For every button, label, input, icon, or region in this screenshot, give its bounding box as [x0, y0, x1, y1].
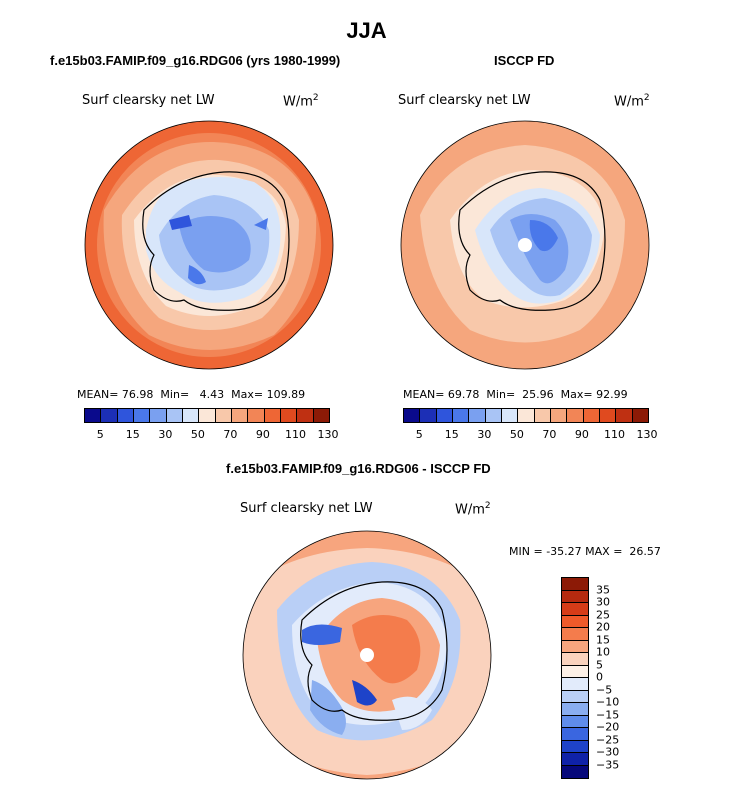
colorbar-tick-label: 110: [284, 428, 306, 441]
colorbar-tick-label: 5: [415, 428, 423, 441]
colorbar-swatch: [562, 690, 588, 703]
colorbar-swatch: [150, 409, 167, 422]
colorbar-swatch: [452, 409, 470, 422]
panel-2-units: W/m2: [614, 93, 650, 110]
colorbar-tick-label: 20: [596, 620, 610, 634]
colorbar-swatch: [485, 409, 502, 422]
colorbar-tick-label: −5: [596, 683, 613, 696]
colorbar-swatch: [313, 409, 329, 422]
colorbar-tick-label: −10: [596, 695, 620, 709]
colorbar-swatch: [562, 578, 588, 591]
panel-1-title: f.e15b03.FAMIP.f09_g16.RDG06 (yrs 1980-1…: [50, 53, 341, 68]
colorbar-swatch: [101, 409, 118, 422]
colorbar-tick-label: 15: [596, 633, 610, 646]
panel-2-variable: Surf clearsky net LW: [398, 93, 531, 108]
colorbar-swatch: [599, 409, 617, 422]
colorbar-tick-label: −20: [596, 720, 620, 734]
colorbar-swatch: [420, 409, 437, 422]
colorbar-tick-label: 15: [444, 428, 459, 441]
colorbar-swatch: [567, 409, 584, 422]
colorbar-swatch: [562, 715, 588, 728]
colorbar-tick-label: −30: [596, 745, 620, 759]
panel-3-title: f.e15b03.FAMIP.f09_g16.RDG06 - ISCCP FD: [226, 461, 491, 476]
colorbar-tick-label: 30: [158, 428, 173, 441]
colorbar-tick-label: 70: [223, 428, 238, 441]
colorbar-swatch: [534, 409, 551, 422]
colorbar-swatch: [562, 653, 588, 666]
colorbar-swatch: [248, 409, 265, 422]
colorbar-swatch: [616, 409, 633, 422]
colorbar-swatch: [632, 409, 648, 422]
colorbar-swatch: [501, 409, 519, 422]
colorbar-tick-label: 90: [255, 428, 270, 441]
panel-1-units: W/m2: [283, 93, 319, 110]
colorbar-tick-label: 30: [596, 595, 610, 609]
colorbar-swatch: [562, 765, 588, 778]
panel-3-units: W/m2: [455, 501, 491, 518]
colorbar-swatch: [562, 640, 588, 653]
colorbar-swatch: [297, 409, 314, 422]
colorbar-tick-label: −35: [596, 758, 620, 771]
colorbar-swatch: [85, 409, 102, 422]
colorbar-tick-label: 110: [603, 428, 625, 441]
colorbar-swatch: [550, 409, 568, 422]
panel-3-stats: MIN = -35.27 MAX = 26.57: [509, 545, 661, 558]
colorbar-tick-label: 0: [596, 670, 603, 684]
colorbar-swatch: [199, 409, 216, 422]
colorbar-swatch: [562, 740, 588, 753]
colorbar-swatch: [231, 409, 249, 422]
colorbar-swatch: [562, 703, 588, 716]
colorbar-tick-label: 90: [574, 428, 589, 441]
colorbar-swatch: [562, 753, 588, 766]
colorbar-swatch: [133, 409, 151, 422]
panel-1-map: [84, 120, 334, 370]
colorbar-tick-label: 10: [596, 645, 610, 659]
colorbar-tick-label: 35: [596, 583, 610, 596]
panel-3-colorbar: [561, 577, 589, 779]
panel-1-stats: MEAN= 76.98 Min= 4.43 Max= 109.89: [77, 388, 306, 401]
colorbar-tick-label: 130: [317, 428, 339, 441]
colorbar-swatch: [562, 590, 588, 603]
colorbar-tick-label: −15: [596, 708, 620, 721]
colorbar-swatch: [583, 409, 600, 422]
panel-2-title: ISCCP FD: [494, 53, 555, 68]
panel-1-variable: Surf clearsky net LW: [82, 93, 215, 108]
colorbar-swatch: [182, 409, 200, 422]
colorbar-tick-label: 130: [636, 428, 658, 441]
colorbar-tick-label: 70: [542, 428, 557, 441]
main-title: JJA: [346, 18, 387, 43]
colorbar-tick-label: 30: [477, 428, 492, 441]
panel-3-map: [242, 530, 492, 780]
colorbar-tick-label: 25: [596, 608, 610, 621]
colorbar-swatch: [562, 728, 588, 741]
colorbar-tick-label: 50: [509, 428, 524, 441]
colorbar-swatch: [264, 409, 281, 422]
colorbar-tick-label: 15: [125, 428, 140, 441]
colorbar-swatch: [562, 678, 588, 691]
colorbar-tick-label: −25: [596, 733, 620, 746]
colorbar-swatch: [518, 409, 535, 422]
colorbar-swatch: [117, 409, 134, 422]
colorbar-swatch: [562, 665, 588, 678]
colorbar-tick-label: 50: [190, 428, 205, 441]
panel-1-colorbar: [84, 408, 330, 423]
panel-2-colorbar: [403, 408, 649, 423]
colorbar-tick-label: 5: [96, 428, 104, 441]
panel-3-variable: Surf clearsky net LW: [240, 501, 373, 516]
colorbar-swatch: [562, 615, 588, 628]
panel-2-stats: MEAN= 69.78 Min= 25.96 Max= 92.99: [403, 388, 628, 401]
colorbar-swatch: [280, 409, 298, 422]
colorbar-swatch: [404, 409, 421, 422]
colorbar-swatch: [562, 603, 588, 616]
colorbar-swatch: [436, 409, 453, 422]
colorbar-swatch: [562, 628, 588, 641]
panel-2-map: [400, 120, 650, 370]
colorbar-swatch: [215, 409, 232, 422]
colorbar-swatch: [166, 409, 183, 422]
colorbar-swatch: [469, 409, 486, 422]
colorbar-tick-label: 5: [596, 658, 603, 671]
